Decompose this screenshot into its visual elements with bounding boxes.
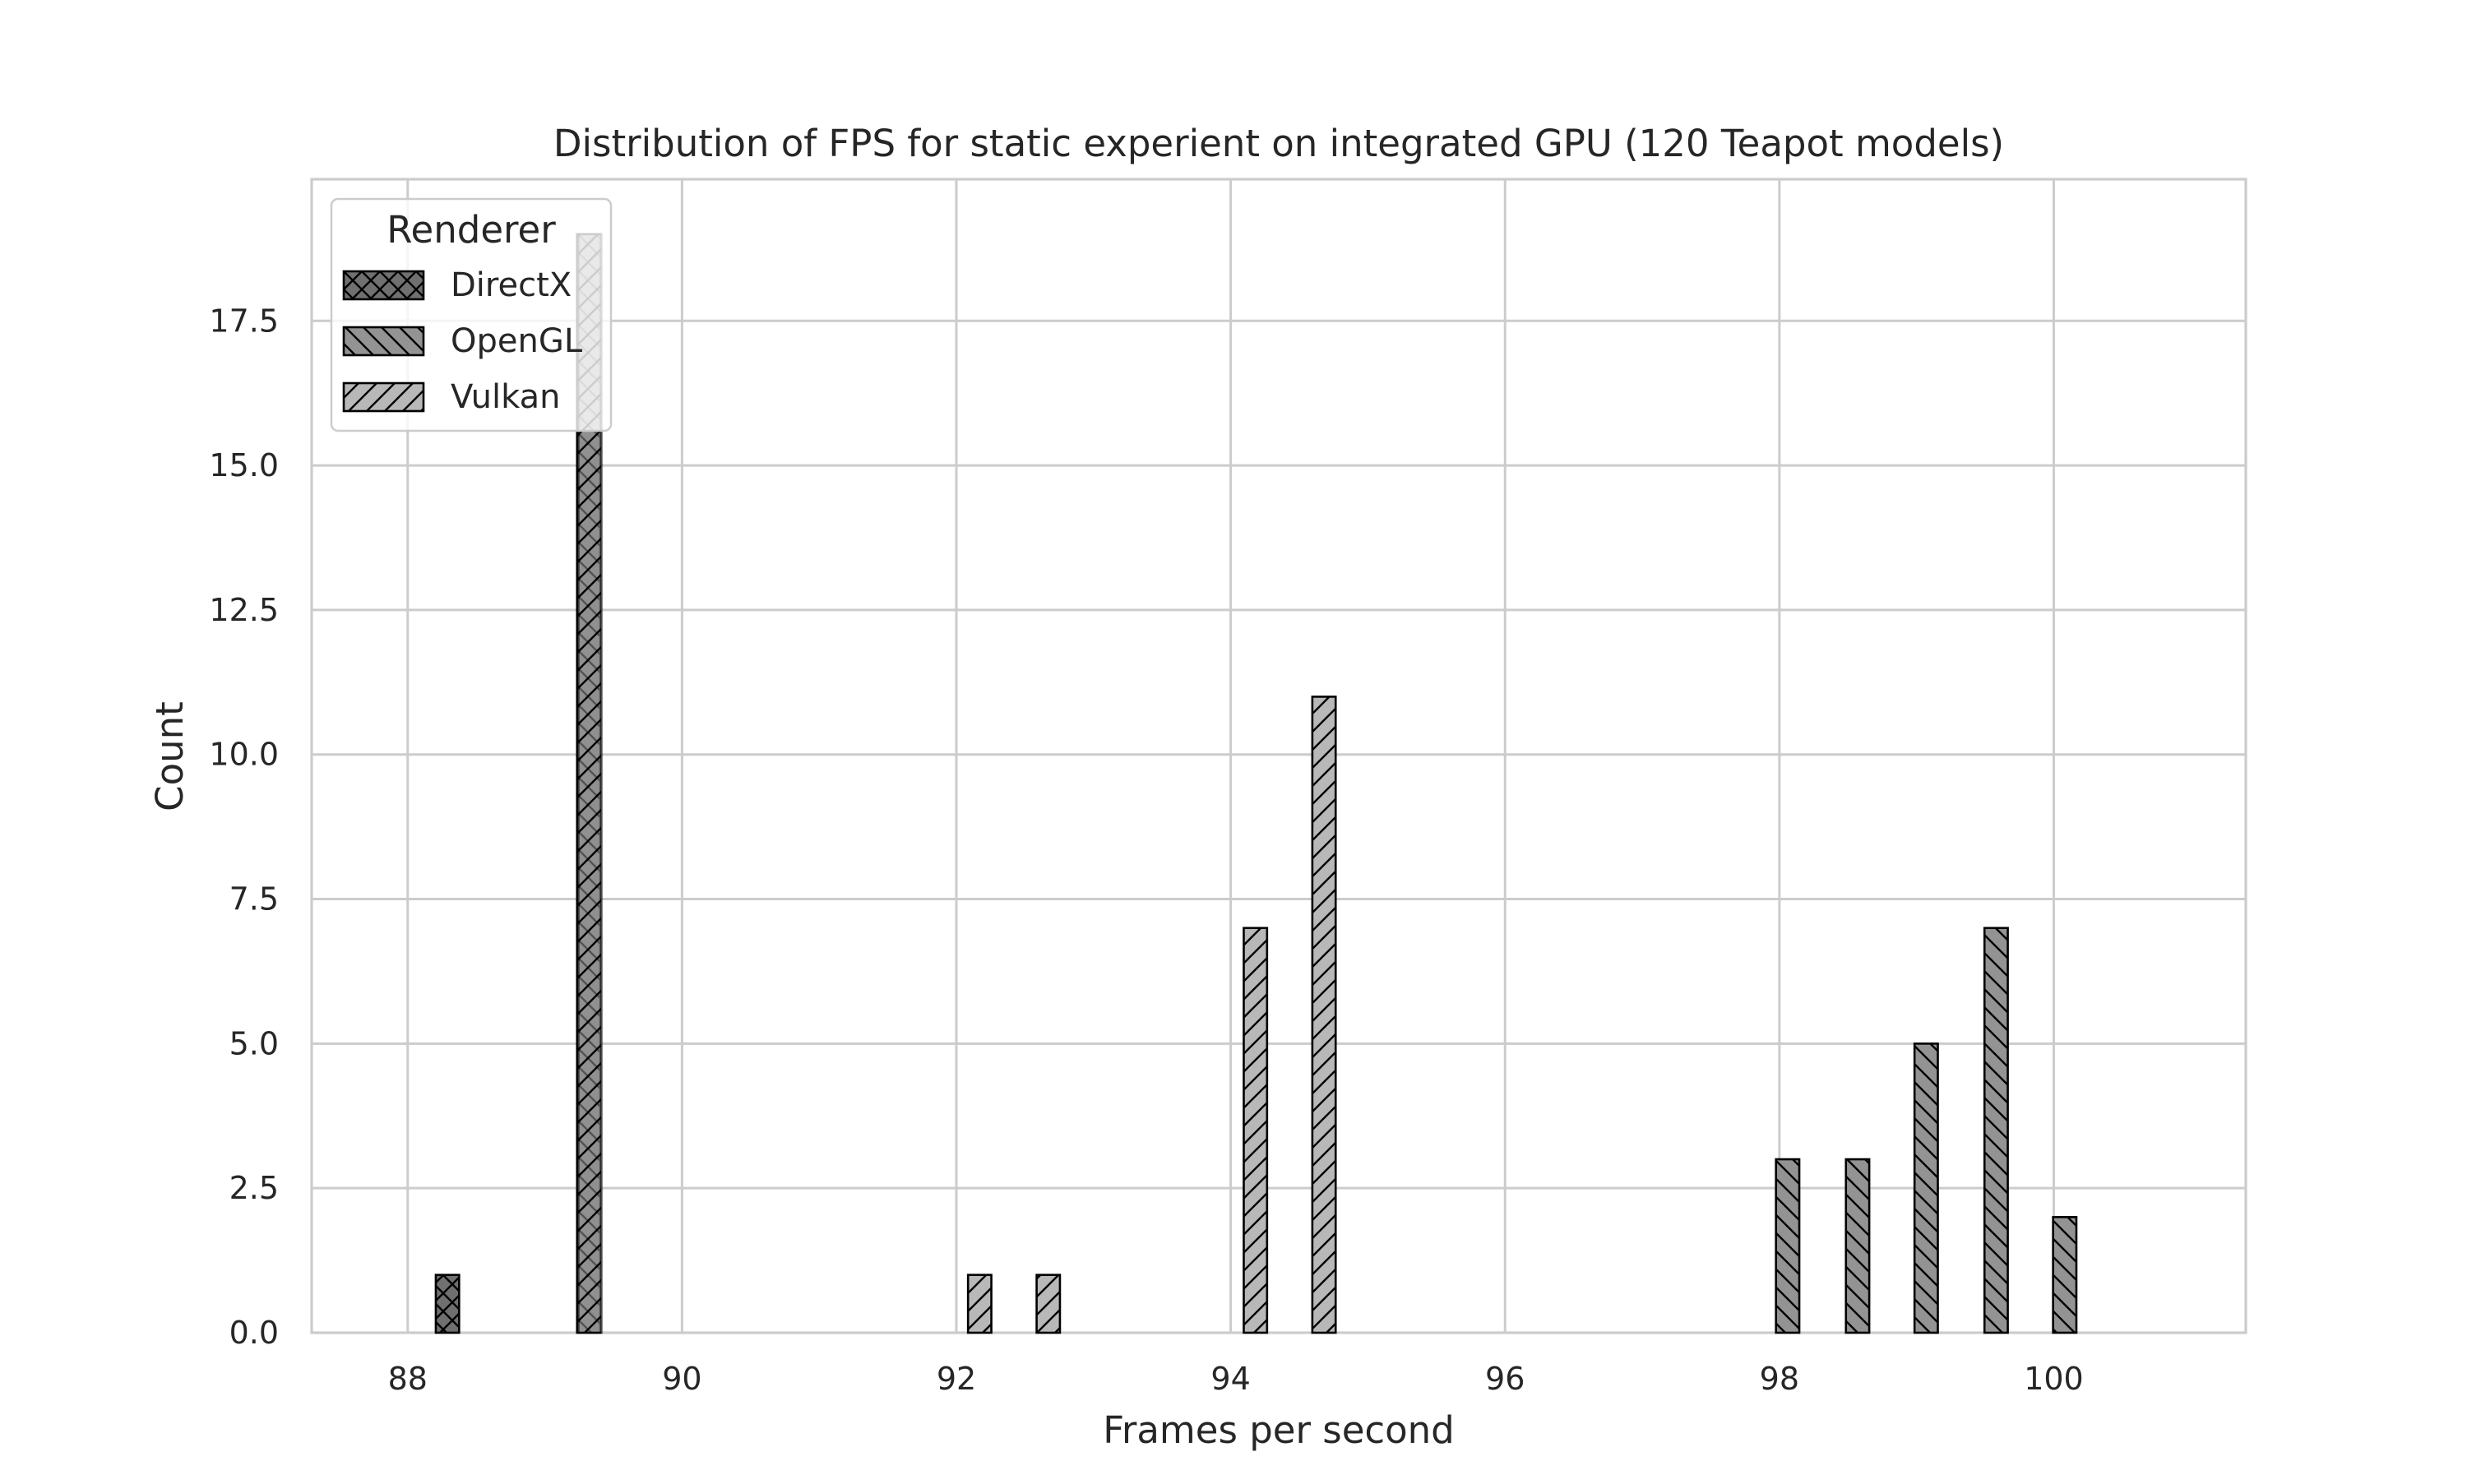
- x-tick-label: 88: [388, 1361, 428, 1397]
- x-tick-label: 98: [1760, 1361, 1799, 1397]
- y-tick-label: 2.5: [229, 1170, 279, 1206]
- y-tick-label: 12.5: [209, 592, 279, 628]
- bar-opengl: [1983, 927, 2009, 1334]
- y-tick-label: 7.5: [229, 881, 279, 918]
- legend-label: OpenGL: [451, 322, 583, 360]
- plot-area-frame: [310, 178, 2247, 1334]
- x-tick-label: 92: [937, 1361, 976, 1397]
- legend-title: Renderer: [386, 208, 556, 252]
- x-tick-label: 96: [1485, 1361, 1525, 1397]
- bar-opengl: [2052, 1216, 2078, 1334]
- bar-opengl: [1844, 1158, 1871, 1334]
- legend-entry-vulkan: Vulkan: [342, 378, 560, 416]
- bar-vulkan: [1035, 1274, 1062, 1334]
- bar-vulkan: [1243, 927, 1269, 1334]
- bar-vulkan: [966, 1274, 993, 1334]
- legend-entry-directx: DirectX: [342, 266, 572, 304]
- y-tick-label: 17.5: [209, 303, 279, 339]
- y-tick-label: 5.0: [229, 1025, 279, 1061]
- bar-directx: [434, 1274, 461, 1334]
- legend-label: Vulkan: [451, 378, 560, 416]
- legend: Renderer DirectX OpenGL Vulkan: [330, 197, 613, 432]
- x-tick-labels: 88 90 92 94 96 98 100: [388, 1361, 2084, 1397]
- y-tick-label: 10.0: [209, 737, 279, 773]
- chart-title: Distribution of FPS for static experient…: [553, 122, 2004, 165]
- x-tick-label: 94: [1210, 1361, 1250, 1397]
- legend-box: [330, 197, 613, 432]
- bar-opengl: [1775, 1158, 1801, 1334]
- bar-opengl: [1913, 1042, 1939, 1334]
- x-axis-label: Frames per second: [1103, 1408, 1455, 1452]
- legend-entry-opengl: OpenGL: [342, 322, 583, 360]
- y-axis-label: Count: [148, 701, 192, 811]
- bar-vulkan: [1311, 696, 1337, 1334]
- y-tick-label: 15.0: [209, 447, 279, 483]
- legend-label: DirectX: [451, 266, 572, 304]
- x-tick-label: 100: [2024, 1361, 2084, 1397]
- y-tick-labels: 0.0 2.5 5.0 7.5 10.0 12.5 15.0 17.5: [209, 303, 279, 1351]
- y-tick-label: 0.0: [229, 1315, 279, 1351]
- legend-entries: DirectX OpenGL Vulkan: [342, 266, 583, 416]
- x-tick-label: 90: [662, 1361, 701, 1397]
